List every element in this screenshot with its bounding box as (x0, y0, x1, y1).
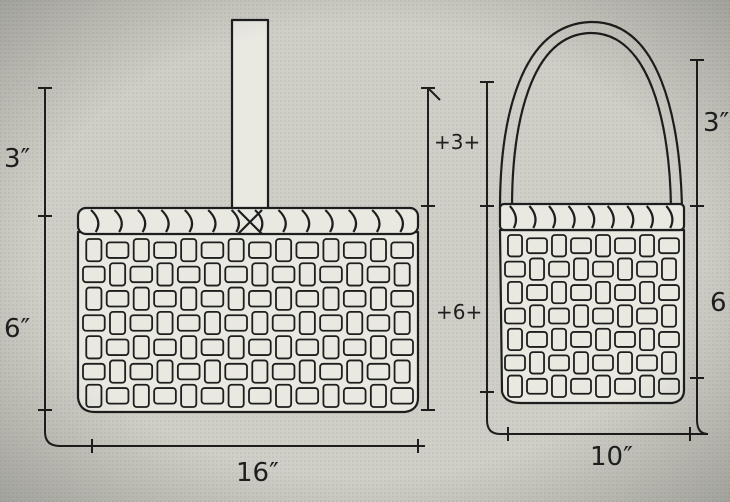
front-inner-upper-label: +3+ (434, 130, 481, 154)
side-height-lower-label: 6 (710, 288, 727, 318)
side-height-upper-label: 3″ (703, 108, 730, 138)
side-width-label: 10″ (590, 442, 633, 472)
front-height-lower-label: 6″ (4, 314, 31, 344)
front-height-upper-label: 3″ (4, 144, 31, 174)
front-width-label: 16″ (236, 458, 279, 488)
front-inner-lower-label: +6+ (436, 300, 483, 324)
